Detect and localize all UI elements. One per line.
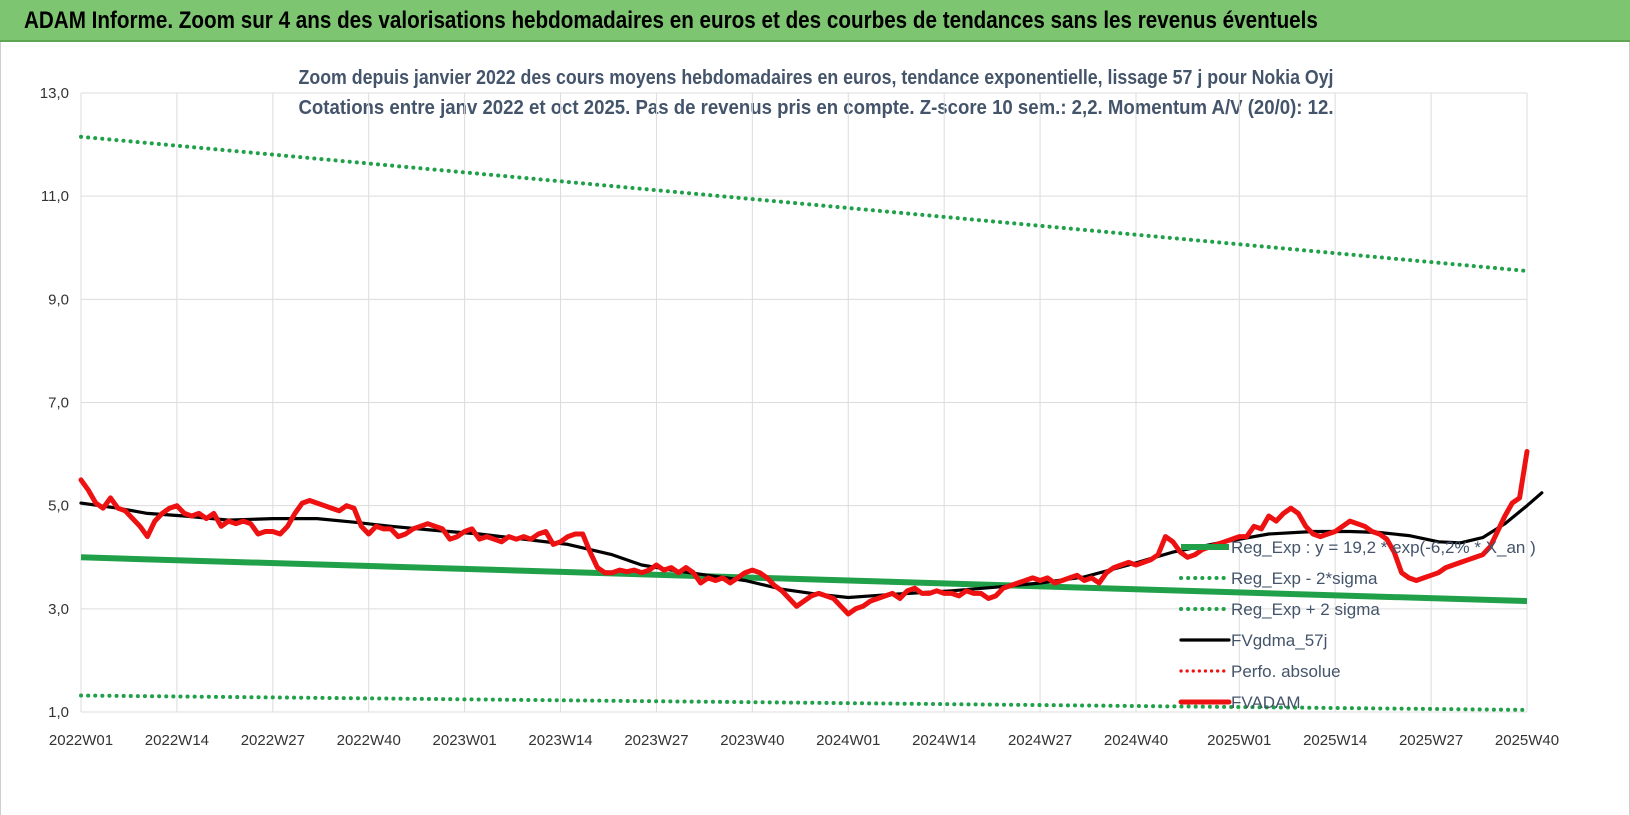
legend-entry-label: Reg_Exp - 2*sigma — [1231, 569, 1378, 588]
x-axis-ticks: 2022W01 2022W14 2022W27 2022W40 2023W01 2023W… — [49, 732, 1559, 749]
x-tick-label: 2022W14 — [145, 732, 209, 749]
series-line-reg-exp-y-19-2-exp-6-2-x-an — [80, 554, 1528, 605]
chart-frame: Zoom depuis janvier 2022 des cours moyen… — [0, 42, 1630, 815]
series-line-reg-exp-2-sigma — [79, 134, 1529, 273]
y-tick-label: 11,0 — [41, 188, 69, 205]
chart-svg: Zoom depuis janvier 2022 des cours moyen… — [40, 67, 1559, 749]
legend-entry-label: Reg_Exp : y = 19,2 * exp(-6,2% * X_an ) — [1231, 538, 1536, 557]
legend-entry-label: Reg_Exp + 2 sigma — [1231, 600, 1380, 619]
legend: Reg_Exp : y = 19,2 * exp(-6,2% * X_an ) R… — [1178, 538, 1536, 712]
grid-horizontal — [81, 92, 1527, 713]
x-tick-label: 2023W01 — [433, 732, 497, 749]
x-tick-label: 2023W40 — [720, 732, 784, 749]
series-layer — [78, 134, 1544, 712]
y-tick-label: 5,0 — [48, 498, 69, 515]
y-tick-label: 1,0 — [48, 704, 69, 721]
x-tick-label: 2022W01 — [49, 732, 113, 749]
x-tick-label: 2025W40 — [1495, 732, 1559, 749]
legend-entry-label: FVADAM — [1231, 693, 1301, 712]
legend-entry-label: Perfo. absolue — [1231, 662, 1341, 681]
y-tick-label: 7,0 — [48, 395, 69, 412]
x-tick-label: 2024W27 — [1008, 732, 1072, 749]
x-tick-label: 2022W27 — [241, 732, 305, 749]
series-line-fvadam — [78, 449, 1530, 617]
chart-title-line1: Zoom depuis janvier 2022 des cours moyen… — [299, 67, 1334, 89]
x-tick-label: 2023W14 — [528, 732, 592, 749]
x-tick-label: 2025W14 — [1303, 732, 1367, 749]
y-tick-label: 13,0 — [40, 85, 69, 102]
chart-title-line2: Cotations entre janv 2022 et oct 2025. P… — [299, 97, 1334, 119]
x-tick-label: 2024W14 — [912, 732, 976, 749]
legend-entry-label: FVgdma_57j — [1231, 631, 1327, 650]
x-tick-label: 2023W27 — [624, 732, 688, 749]
y-axis-ticks: 1,0 3,0 5,0 7,0 9,0 11,0 13,0 — [40, 85, 69, 721]
series-line-reg-exp-2-sigma — [79, 693, 1529, 712]
x-tick-label: 2022W40 — [337, 732, 401, 749]
y-tick-label: 3,0 — [48, 601, 69, 618]
x-tick-label: 2025W01 — [1207, 732, 1271, 749]
x-tick-label: 2024W40 — [1104, 732, 1168, 749]
x-tick-label: 2025W27 — [1399, 732, 1463, 749]
x-tick-label: 2024W01 — [816, 732, 880, 749]
y-tick-label: 9,0 — [48, 291, 69, 308]
banner: ADAM Informe. Zoom sur 4 ans des valoris… — [0, 0, 1630, 42]
banner-title: ADAM Informe. Zoom sur 4 ans des valoris… — [24, 7, 1318, 34]
